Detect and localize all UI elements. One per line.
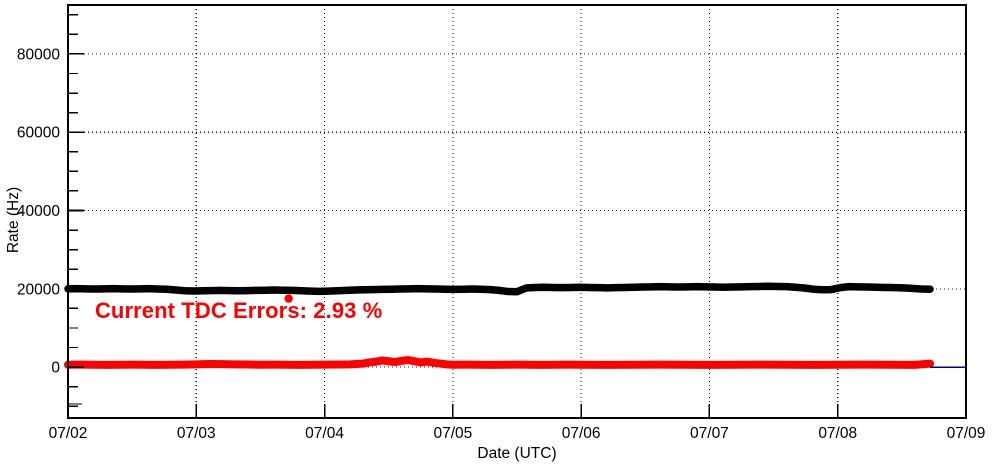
y-tick-label: 60000 <box>17 125 60 142</box>
x-tick-label: 07/07 <box>690 425 729 442</box>
gridlines <box>68 5 966 418</box>
y-tick-label: 20000 <box>17 281 60 298</box>
x-tick-label: 07/02 <box>49 425 88 442</box>
axis-ticks <box>67 14 967 418</box>
annotations-layer: Current TDC Errors: 2.93 % <box>95 298 382 323</box>
plot-frame <box>67 4 967 419</box>
tdc-errors-annotation: Current TDC Errors: 2.93 % <box>95 298 382 323</box>
y-tick-label: 40000 <box>17 203 60 220</box>
x-axis-title: Date (UTC) <box>477 445 556 462</box>
x-tick-label: 07/08 <box>818 425 857 442</box>
data-series-layer <box>64 282 966 369</box>
series-line <box>64 282 934 296</box>
axis-tick-labels: 0 20000 40000 60000 80000 07/02 07/03 07/04 07/0… <box>17 46 986 442</box>
plot-frame-box <box>67 4 967 419</box>
series-line <box>64 356 935 369</box>
y-tick-label: 0 <box>51 360 60 377</box>
x-tick-label: 07/09 <box>947 425 986 442</box>
outlier-point <box>284 294 293 303</box>
y-tick-label: 80000 <box>17 46 60 63</box>
x-tick-label: 07/05 <box>433 425 472 442</box>
y-axis-title: Rate (Hz) <box>5 187 22 253</box>
x-tick-label: 07/04 <box>305 425 344 442</box>
x-tick-label: 07/03 <box>177 425 216 442</box>
x-tick-label: 07/06 <box>562 425 601 442</box>
